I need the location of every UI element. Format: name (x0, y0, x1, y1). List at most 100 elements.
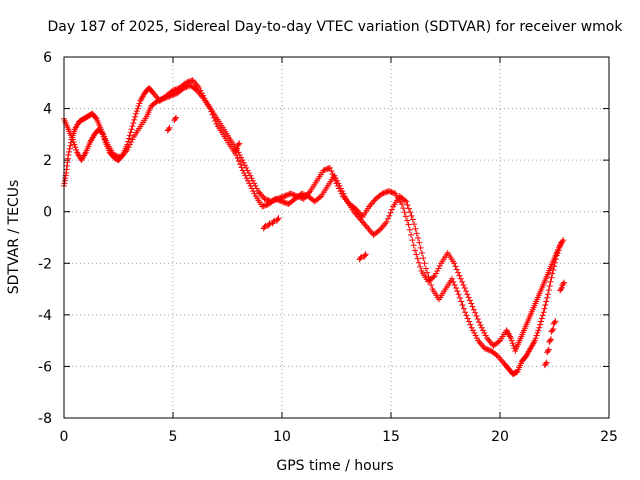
data-point (238, 154, 245, 161)
data-point (243, 164, 250, 171)
data-point (207, 105, 214, 112)
data-point (493, 352, 500, 359)
data-point (275, 215, 282, 222)
data-point (238, 164, 245, 171)
data-point (130, 120, 137, 127)
data-point (241, 170, 248, 177)
data-point (485, 346, 492, 353)
data-point (542, 302, 549, 309)
data-point (538, 315, 545, 322)
data-point (158, 96, 165, 103)
data-point (453, 266, 460, 273)
data-point (66, 145, 73, 152)
data-point (539, 312, 546, 319)
data-point (250, 188, 257, 195)
data-point (241, 162, 248, 169)
data-point (541, 305, 548, 312)
data-point (156, 97, 163, 104)
y-tick-label: 4 (43, 102, 52, 118)
data-point (452, 263, 459, 270)
y-axis-label: SDTVAR / TECUs (6, 180, 22, 295)
data-point (111, 151, 118, 158)
data-point (543, 298, 550, 305)
data-point (391, 190, 398, 197)
data-point (261, 224, 268, 231)
data-point (183, 83, 190, 90)
data-point (557, 242, 564, 249)
data-point (65, 151, 72, 158)
data-point (341, 193, 348, 200)
data-point (561, 279, 568, 286)
y-tick-label: -2 (38, 256, 52, 272)
series-3 (164, 114, 568, 369)
data-point (284, 200, 291, 207)
data-point (455, 291, 462, 298)
data-point (452, 285, 459, 292)
data-point (248, 185, 255, 192)
data-point (129, 123, 136, 130)
data-points (61, 77, 568, 378)
data-point (162, 94, 169, 101)
data-point (509, 340, 516, 347)
data-point (401, 209, 408, 216)
data-point (126, 132, 133, 139)
data-point (157, 96, 164, 103)
data-point (469, 327, 476, 334)
data-point (449, 275, 456, 282)
y-tick-label: -4 (38, 308, 52, 324)
data-point (484, 346, 491, 353)
series-2 (61, 82, 565, 378)
data-point (451, 260, 458, 267)
data-point (273, 196, 280, 203)
data-point (547, 337, 554, 344)
data-point (425, 273, 432, 280)
data-point (132, 113, 139, 120)
data-point (244, 177, 251, 184)
data-point (124, 146, 131, 153)
data-point (436, 262, 443, 269)
data-point (362, 251, 369, 258)
data-point (481, 345, 488, 352)
data-point (548, 336, 555, 343)
data-point (471, 329, 478, 336)
data-point (400, 205, 407, 212)
data-point (135, 102, 142, 109)
data-point (421, 260, 428, 267)
data-point (535, 327, 542, 334)
data-point (464, 291, 471, 298)
data-point (405, 205, 412, 212)
data-point (531, 337, 538, 344)
data-point (551, 319, 558, 326)
data-point (180, 84, 187, 91)
data-point (188, 77, 195, 84)
data-point (279, 198, 285, 205)
data-point (263, 202, 270, 209)
data-point (412, 225, 419, 232)
data-point (270, 219, 277, 226)
data-point (476, 319, 483, 326)
x-tick-label: 25 (600, 429, 618, 445)
data-point (165, 93, 172, 100)
data-point (242, 172, 249, 179)
data-point (128, 126, 135, 133)
data-point (208, 108, 215, 115)
data-point (388, 189, 395, 196)
data-point (417, 244, 424, 251)
data-point (125, 144, 132, 151)
data-point (116, 154, 123, 161)
data-point (463, 312, 470, 319)
data-point (277, 197, 284, 204)
data-point (335, 180, 342, 187)
data-point (507, 335, 514, 342)
data-point (261, 195, 268, 202)
data-point (460, 305, 467, 312)
data-point (408, 212, 415, 219)
data-point (459, 302, 466, 309)
data-point (466, 318, 473, 325)
data-point (411, 247, 418, 254)
data-point (474, 315, 481, 322)
data-point (407, 209, 414, 216)
data-point (128, 139, 135, 146)
data-point (69, 136, 76, 143)
